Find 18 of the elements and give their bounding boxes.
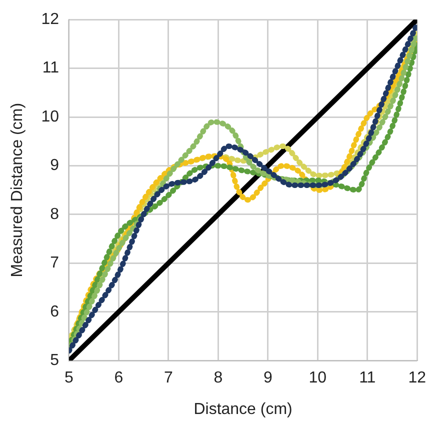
y-tick-label: 9 xyxy=(50,157,60,174)
y-tick-label: 11 xyxy=(42,60,60,77)
x-tick-label: 9 xyxy=(263,370,272,387)
x-tick-label: 5 xyxy=(64,370,74,387)
x-axis-title: Distance (cm) xyxy=(194,400,292,418)
y-axis-title: Measured Distance (cm) xyxy=(9,102,26,278)
y-tick-label: 10 xyxy=(41,108,60,126)
x-tick-label: 8 xyxy=(214,370,223,387)
y-tick-label: 7 xyxy=(50,254,60,272)
x-tick-label: 7 xyxy=(164,370,173,387)
y-tick-label: 5 xyxy=(50,352,60,370)
y-tick-label: 8 xyxy=(50,206,60,223)
x-tick-label: 12 xyxy=(408,370,426,387)
y-tick-label: 6 xyxy=(50,303,60,320)
x-tick-label: 11 xyxy=(359,370,376,387)
x-tick-label: 10 xyxy=(308,370,327,387)
y-tick-label: 12 xyxy=(41,11,60,28)
x-tick-label: 6 xyxy=(114,370,124,387)
